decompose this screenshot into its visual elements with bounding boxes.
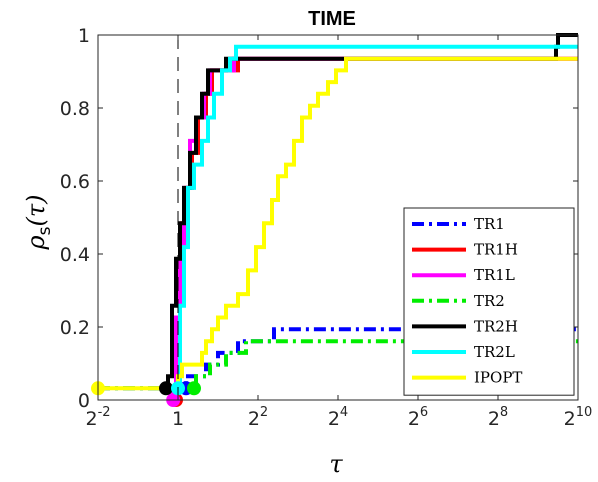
y-tick-label: 0.6 — [60, 171, 90, 193]
series-layer — [98, 33, 578, 402]
legend-label-tr2l: TR2L — [474, 343, 515, 361]
x-tick-label: 2-2 — [85, 405, 110, 430]
chart-title: TIME — [308, 8, 356, 30]
legend-label-ipopt: IPOPT — [474, 369, 522, 387]
y-tick-label: 0.2 — [60, 317, 90, 339]
y-tick-label: 0.8 — [60, 98, 90, 120]
series-marker-tr2h — [159, 381, 173, 396]
y-tick-label: 1 — [78, 25, 90, 47]
legend-label-tr1: TR1 — [474, 215, 505, 233]
x-tick-label: 28 — [488, 405, 508, 430]
y-tick-label: 0 — [78, 390, 90, 412]
legend-label-tr1h: TR1H — [474, 241, 518, 259]
y-tick-label: 0.4 — [60, 244, 90, 266]
legend-label-tr1l: TR1L — [474, 266, 515, 284]
y-axis-label-arg: (τ) — [22, 195, 50, 227]
series-line-tr2 — [98, 339, 578, 391]
series-line-ipopt — [98, 56, 578, 391]
x-tick-label: 210 — [564, 405, 593, 430]
series-marker-tr2 — [187, 381, 201, 396]
legend-label-tr2: TR2 — [474, 292, 505, 310]
series-line-tr2l — [178, 44, 578, 391]
x-axis-label: τ — [329, 450, 343, 478]
ticks-layer: 0 0.2 0.4 0.6 0.8 1 2-2 1 22 24 26 28 210 — [60, 25, 593, 430]
x-tick-label: 1 — [172, 408, 184, 430]
y-axis-label-symbol: ρ — [22, 235, 50, 250]
y-axis-label: ρs(τ) — [22, 195, 55, 251]
y-axis-label-subscript: s — [35, 226, 55, 235]
legend: TR1 TR1H TR1L TR2 TR2H TR2L IPOPT — [403, 207, 575, 396]
legend-label-tr2h: TR2H — [474, 317, 518, 335]
x-tick-label: 22 — [248, 405, 268, 430]
legend-box — [403, 207, 575, 396]
x-tick-label: 26 — [408, 405, 428, 430]
x-tick-label: 24 — [328, 405, 348, 430]
